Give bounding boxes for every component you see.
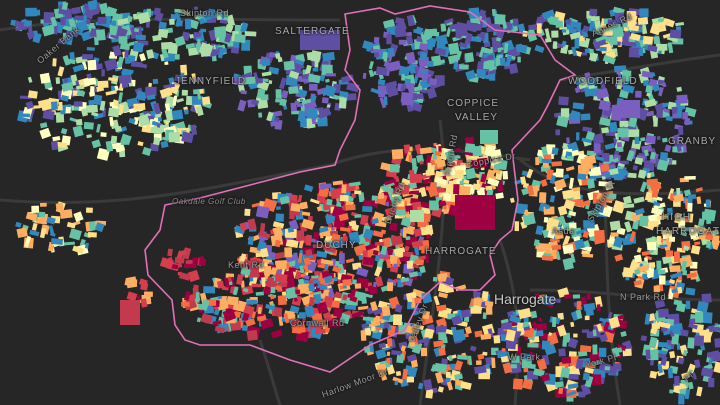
- golf-club-label: Oakdale Golf Club: [172, 197, 246, 206]
- ward-boundary: [144, 5, 577, 373]
- area-label: JENNYFIELD: [175, 76, 247, 87]
- building-heat-blocks: [10, 0, 720, 405]
- road-label: Skipton Rd: [180, 8, 230, 18]
- area-label: DUCHY: [316, 240, 357, 251]
- road-label: W Park: [508, 352, 541, 362]
- road-label: Asda: [552, 226, 575, 236]
- area-label: HIGH: [662, 212, 691, 223]
- road-label: Kent Rd: [228, 260, 265, 270]
- area-label: GRANBY: [668, 136, 717, 147]
- road-label: Cornwall Rd: [290, 318, 345, 328]
- area-label: HARROGATE: [425, 246, 497, 257]
- area-label: VALLEY: [455, 112, 499, 123]
- area-label: SALTERGATE: [275, 26, 350, 37]
- town-label: Harrogate: [494, 291, 557, 307]
- area-label: COPPICE: [447, 98, 500, 109]
- area-label: WOODFIELD: [568, 76, 638, 87]
- road-label: N Park Rd: [620, 292, 667, 302]
- area-label: HARROGATE: [656, 226, 720, 237]
